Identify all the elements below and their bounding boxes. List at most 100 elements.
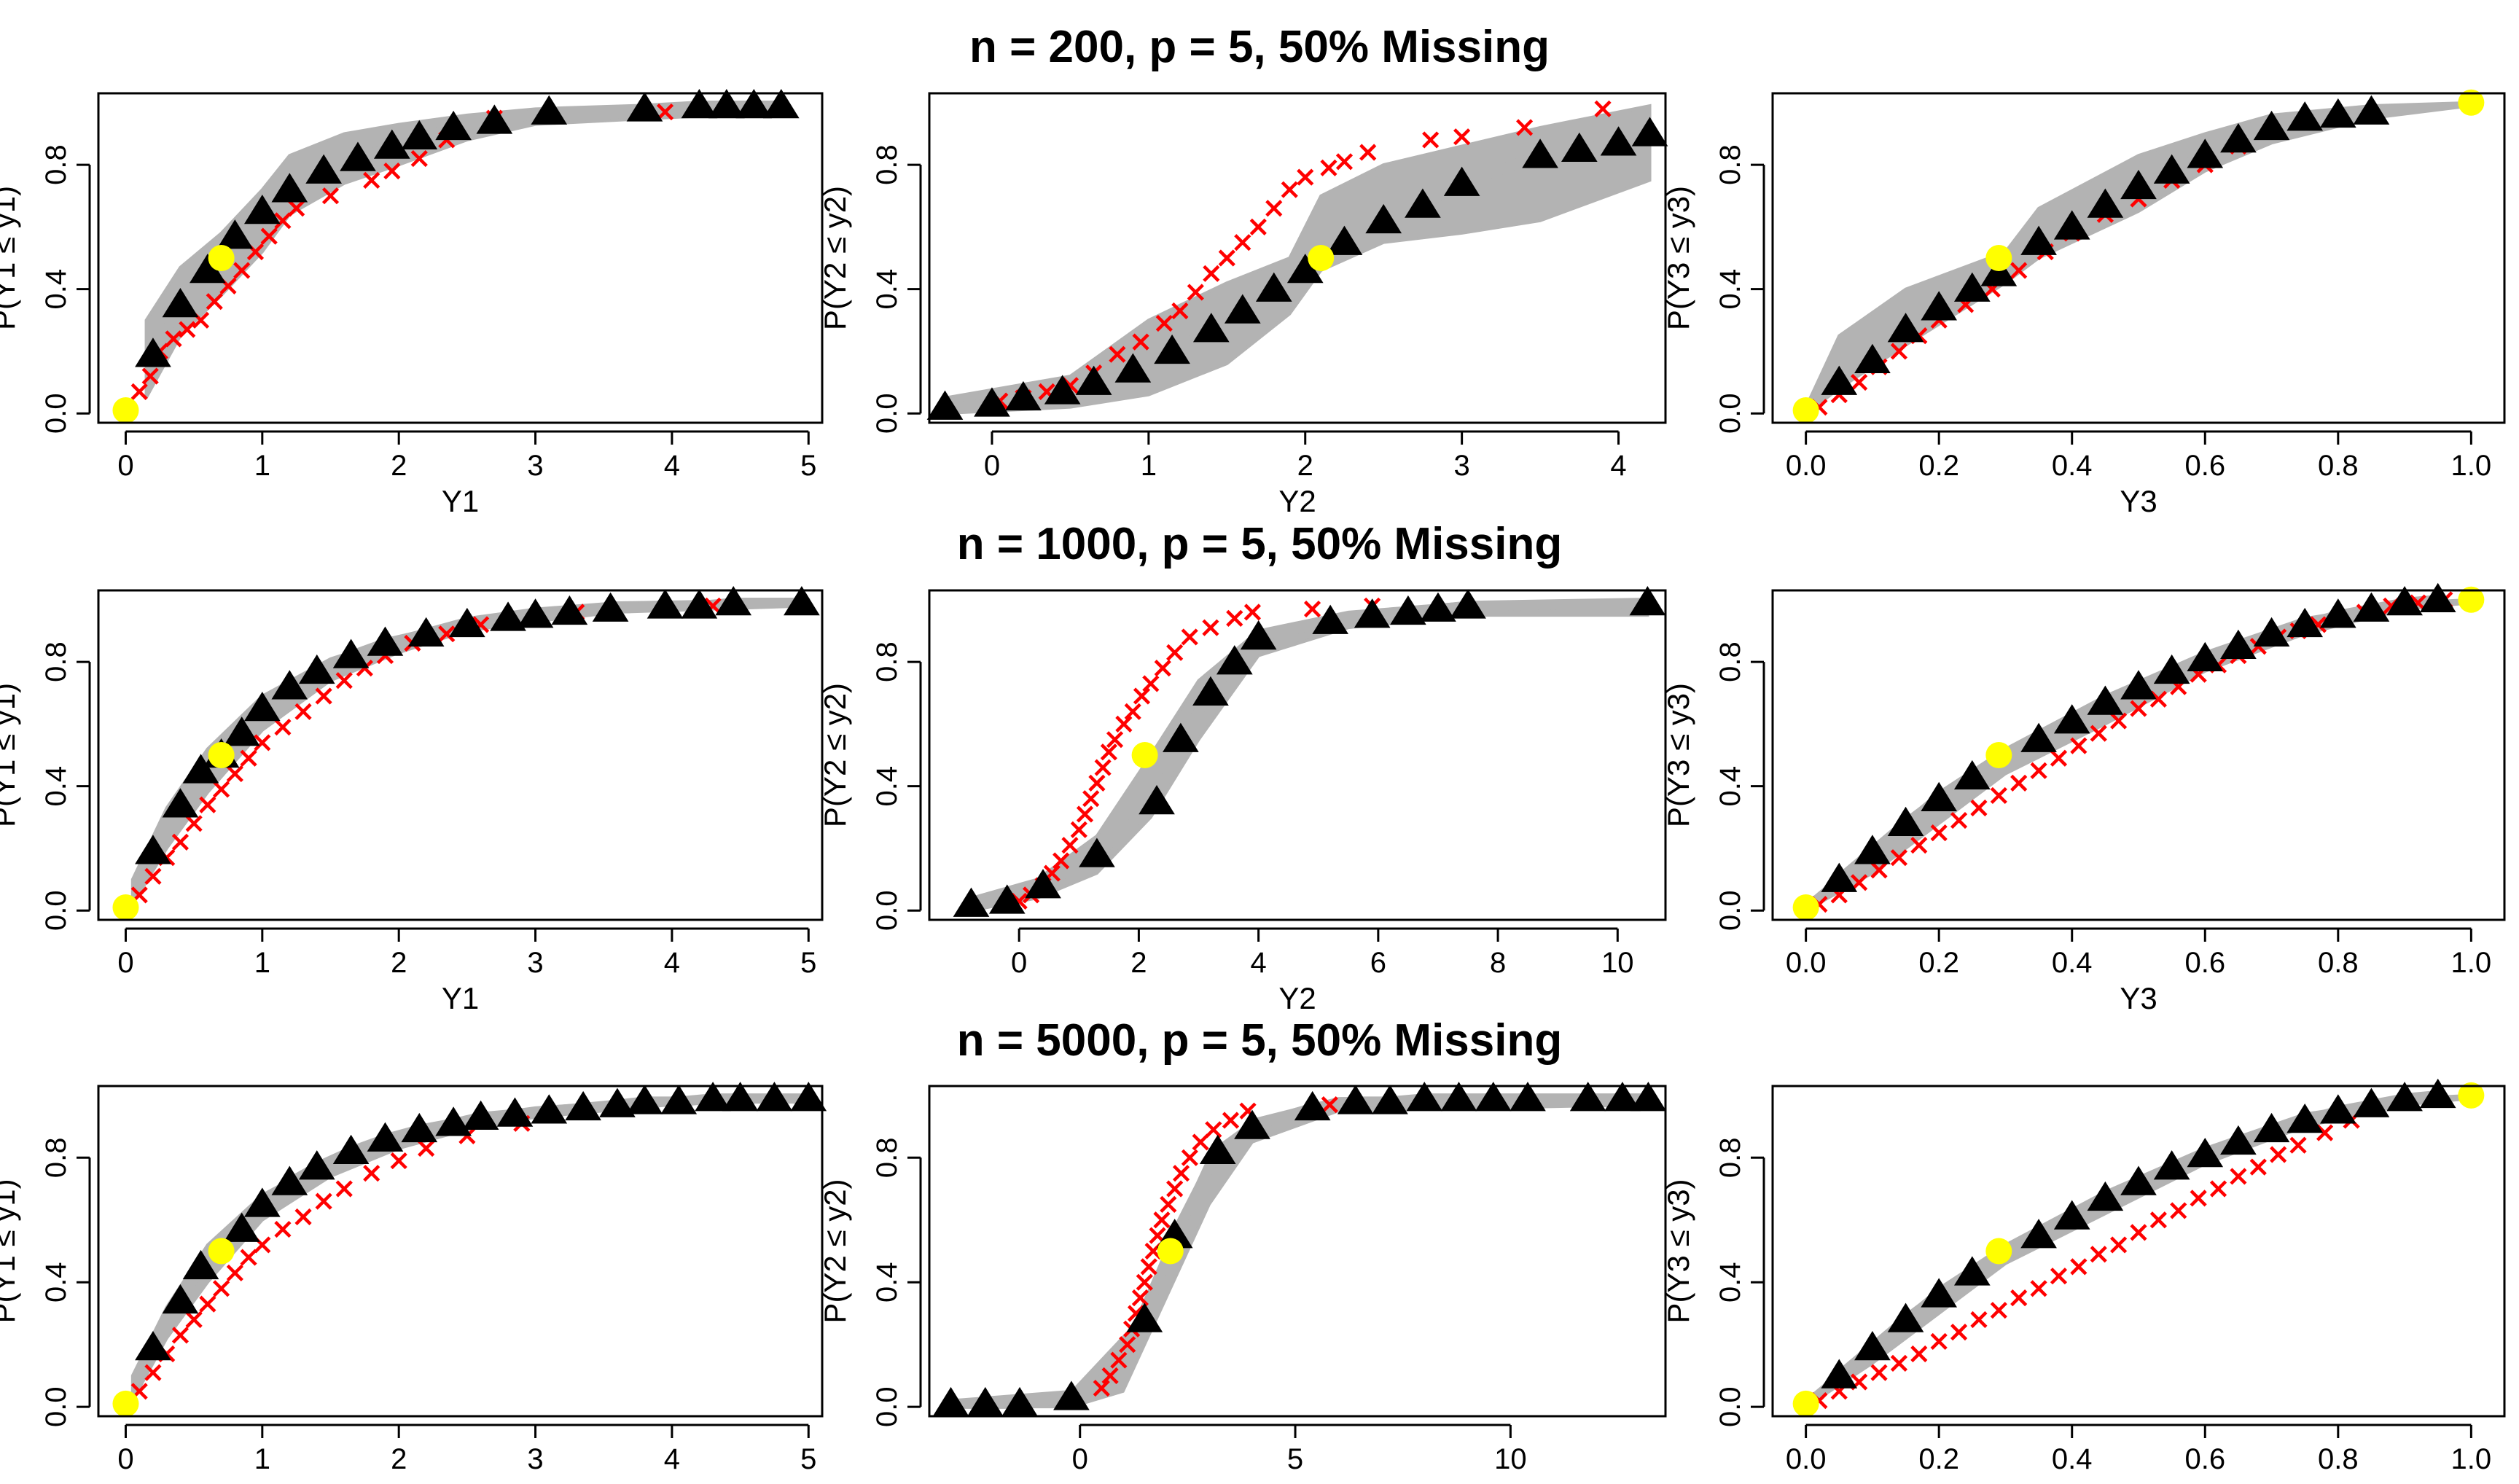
estimate-triangle xyxy=(2253,1112,2290,1143)
estimate-triangle xyxy=(1420,592,1456,622)
x-tick-label: 0.4 xyxy=(2052,450,2093,482)
true-cdf-cross xyxy=(1320,159,1337,176)
estimate-triangle xyxy=(592,592,629,622)
estimate-triangle xyxy=(2187,138,2224,168)
true-cdf-cross xyxy=(213,1280,230,1297)
true-cdf-cross xyxy=(1930,1332,1948,1351)
estimate-triangle xyxy=(1294,1090,1331,1121)
estimate-triangle xyxy=(1631,117,1668,147)
estimate-triangle xyxy=(496,1097,534,1127)
estimate-triangle xyxy=(681,589,718,619)
true-cdf-cross xyxy=(2130,700,2147,717)
true-cdf-cross xyxy=(2270,1146,2287,1163)
true-cdf-cross xyxy=(1990,1302,2007,1319)
true-cdf-cross xyxy=(2030,762,2047,779)
estimate-triangle xyxy=(1255,272,1292,302)
estimate-triangle xyxy=(2419,582,2456,613)
x-tick-label: 0 xyxy=(1011,947,1027,979)
x-tick-label: 2 xyxy=(391,450,407,482)
true-cdf-cross xyxy=(335,1180,353,1198)
estimate-triangle xyxy=(1887,806,1924,837)
estimate-triangle xyxy=(1365,203,1402,234)
x-tick-label: 4 xyxy=(664,947,680,979)
estimate-triangle xyxy=(373,129,410,159)
true-cdf-cross xyxy=(1131,1289,1149,1307)
estimate-triangle xyxy=(708,89,745,119)
estimate-triangle xyxy=(1887,313,1924,343)
x-axis-label: Y2 xyxy=(1278,1477,1316,1484)
estimate-triangle xyxy=(2187,641,2224,672)
estimate-triangle xyxy=(1921,781,1958,811)
estimate-triangle xyxy=(2319,598,2356,628)
true-cdf-cross xyxy=(1110,1351,1128,1369)
true-cdf-cross xyxy=(2170,1202,2187,1219)
true-cdf-cross xyxy=(2230,1168,2247,1185)
true-cdf-cross xyxy=(1160,1195,1177,1213)
estimate-triangle xyxy=(435,1106,472,1136)
estimate-triangle xyxy=(1887,1303,1924,1332)
true-cdf-cross xyxy=(1335,153,1354,171)
replicate-center-line xyxy=(148,598,802,854)
true-cdf-cross xyxy=(226,765,243,783)
true-cdf-cross xyxy=(383,163,401,180)
replicate-center-line xyxy=(1835,1090,2439,1380)
y-axis-label: P(Y1 ≤ y1) xyxy=(0,1179,21,1323)
x-tick-label: 0 xyxy=(117,450,133,482)
x-tick-label: 3 xyxy=(527,450,543,482)
true-cdf-cross xyxy=(1181,1149,1198,1166)
reference-point xyxy=(208,245,235,271)
estimate-triangle xyxy=(1354,598,1391,628)
y-tick-label: 0.8 xyxy=(1714,641,1746,682)
x-tick-label: 3 xyxy=(527,947,543,979)
estimate-triangle xyxy=(2120,1165,2157,1195)
estimate-triangle xyxy=(1326,225,1363,255)
true-cdf-cross xyxy=(363,171,380,189)
x-tick-label: 1 xyxy=(254,947,270,979)
true-cdf-cross xyxy=(1094,759,1112,776)
estimate-triangle xyxy=(182,754,219,784)
true-cdf-cross xyxy=(288,200,305,217)
true-cdf-cross xyxy=(1218,249,1235,267)
reference-point xyxy=(112,1390,139,1417)
estimate-triangle xyxy=(1630,1082,1667,1112)
true-cdf-cross xyxy=(141,367,159,385)
y-tick-label: 0.4 xyxy=(1714,269,1746,310)
y-axis-label: P(Y3 ≤ y3) xyxy=(1661,683,1695,827)
plot-frame xyxy=(928,589,1667,921)
estimate-triangle xyxy=(626,1085,663,1114)
x-tick-label: 1.0 xyxy=(2451,947,2492,979)
estimate-triangle xyxy=(401,1112,438,1143)
replicate-center-line xyxy=(1835,594,2439,883)
estimate-triangle xyxy=(298,1150,335,1180)
true-cdf-cross xyxy=(206,293,223,311)
estimate-triangle xyxy=(2153,1150,2190,1180)
estimate-triangle xyxy=(490,601,526,631)
estimate-triangle xyxy=(298,654,335,684)
x-tick-label: 6 xyxy=(1370,947,1386,979)
x-tick-label: 0.2 xyxy=(1918,947,1959,979)
cdf-panel-9: 0.0 0.2 0.4 0.6 0.8 1.0 0.0 0.4 0.8 Y3 P(Y3 ≤ y3) xyxy=(1661,1078,2506,1484)
y-tick-label: 0.0 xyxy=(40,1386,72,1427)
true-cdf-cross xyxy=(144,867,162,885)
true-cdf-cross xyxy=(274,1220,292,1238)
estimate-triangle xyxy=(1240,620,1277,650)
true-cdf-cross xyxy=(1088,774,1106,792)
y-tick-label: 0.0 xyxy=(871,890,903,931)
true-cdf-cross xyxy=(1142,675,1160,692)
true-cdf-cross xyxy=(1171,302,1189,320)
true-cdf-cross xyxy=(2149,690,2167,708)
true-cdf-cross xyxy=(315,1192,332,1210)
reference-point xyxy=(112,894,139,921)
true-cdf-cross xyxy=(1133,687,1151,705)
plot-frame xyxy=(928,92,1667,424)
estimate-triangle xyxy=(1001,1386,1038,1417)
reference-point xyxy=(2458,89,2485,116)
true-cdf-cross xyxy=(1890,849,1908,867)
replicate-band xyxy=(144,101,783,399)
replicate-center-line xyxy=(148,1093,809,1351)
estimate-triangle xyxy=(1044,375,1081,405)
reference-point xyxy=(112,397,139,423)
estimate-triangle xyxy=(243,1187,281,1217)
x-axis-label: Y3 xyxy=(2120,1477,2157,1484)
true-cdf-cross xyxy=(2110,712,2128,730)
